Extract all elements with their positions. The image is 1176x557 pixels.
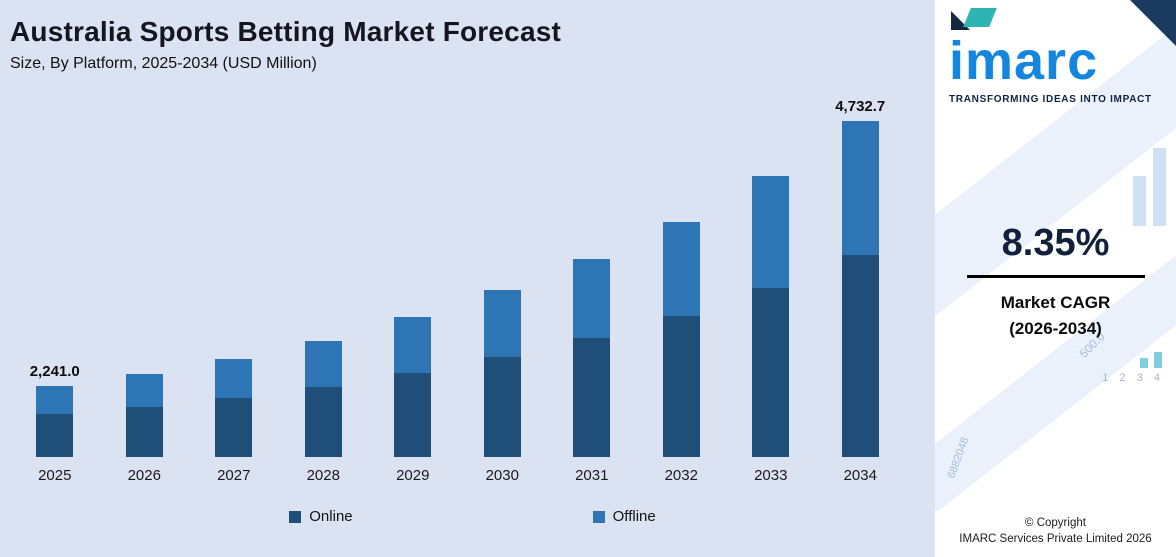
copyright-line1: © Copyright bbox=[1025, 516, 1086, 529]
corner-triangle-icon bbox=[1130, 0, 1176, 46]
bar-group: 4,732.7 bbox=[816, 89, 906, 457]
bar-group bbox=[189, 89, 279, 457]
logo-wordmark: imarc bbox=[949, 31, 1099, 91]
legend-swatch bbox=[289, 510, 302, 523]
cagr-label: Market CAGR bbox=[1000, 293, 1111, 312]
bar-segment-online bbox=[662, 316, 700, 457]
bar-segment-offline bbox=[662, 222, 700, 316]
logo-tagline: TRANSFORMING IDEAS INTO IMPACT bbox=[949, 94, 1152, 105]
bar-group bbox=[547, 89, 637, 457]
chart-title: Australia Sports Betting Market Forecast bbox=[10, 16, 562, 47]
bar-segment-offline bbox=[36, 385, 74, 415]
x-axis-label: 2033 bbox=[754, 467, 788, 484]
legend-item-online: Online bbox=[289, 508, 353, 525]
x-axis-label: 2031 bbox=[575, 467, 609, 484]
bar-segment-online bbox=[215, 398, 253, 457]
x-axis-label: 2027 bbox=[217, 467, 251, 484]
copyright: © Copyright IMARC Services Private Limit… bbox=[935, 515, 1176, 547]
info-panel: 500.0 1 2 3 4 6882048 imarc TRANSFORMING… bbox=[935, 0, 1176, 557]
bar-segment-offline bbox=[841, 121, 879, 256]
legend-swatch bbox=[592, 510, 605, 523]
bar-segment-online bbox=[304, 387, 342, 457]
x-axis-label: 2030 bbox=[485, 467, 519, 484]
bar-segment-offline bbox=[125, 373, 163, 408]
chart-subtitle: Size, By Platform, 2025-2034 (USD Millio… bbox=[10, 55, 317, 72]
bar-segment-offline bbox=[394, 317, 432, 374]
cagr-divider bbox=[966, 275, 1145, 278]
watermark-number: 6882048 bbox=[945, 435, 972, 481]
watermark-tick-icon bbox=[1140, 358, 1148, 368]
x-axis-label: 2025 bbox=[38, 467, 72, 484]
copyright-line2: IMARC Services Private Limited 2026 bbox=[959, 532, 1152, 545]
bar-segment-online bbox=[36, 414, 74, 457]
cagr-value: 8.35% bbox=[1001, 222, 1110, 264]
bar-segment-online bbox=[752, 288, 790, 457]
legend-label: Offline bbox=[612, 508, 656, 525]
bar-segment-offline bbox=[215, 358, 253, 399]
imarc-logo: imarc TRANSFORMING IDEAS INTO IMPACT bbox=[949, 8, 1164, 105]
bar-segment-offline bbox=[752, 175, 790, 289]
bar-group bbox=[279, 89, 369, 457]
x-axis-label: 2026 bbox=[127, 467, 161, 484]
legend: Online Offline bbox=[10, 508, 935, 525]
watermark-tick-icon bbox=[1154, 352, 1162, 368]
chart-panel: Australia Sports Betting Market Forecast… bbox=[0, 0, 935, 557]
bar-group bbox=[458, 89, 548, 457]
bar-data-label: 2,241.0 bbox=[29, 362, 80, 380]
bar-segment-online bbox=[125, 407, 163, 457]
imarc-logo-mark-icon bbox=[949, 8, 1164, 32]
plot-area: 2,241.0 4,732.7 bbox=[10, 89, 905, 457]
bar-segment-offline bbox=[483, 290, 521, 357]
bar-segment-online bbox=[573, 338, 611, 457]
bar-segment-online bbox=[841, 255, 879, 457]
cagr-period: (2026-2034) bbox=[1009, 319, 1102, 339]
x-axis-row: 2025 2026 2027 2028 2029 2030 2031 2032 2033 2034 bbox=[10, 467, 905, 484]
bar-segment-offline bbox=[573, 259, 611, 339]
x-axis-label: 2029 bbox=[396, 467, 430, 484]
x-axis-label: 2032 bbox=[664, 467, 698, 484]
bar-group bbox=[100, 89, 190, 457]
watermark-number: 1 2 3 4 bbox=[1102, 372, 1164, 384]
watermark-bar-icon bbox=[1133, 176, 1146, 226]
bar-segment-online bbox=[483, 356, 521, 457]
bar-data-label: 4,732.7 bbox=[835, 98, 886, 116]
bar-segment-offline bbox=[304, 341, 342, 388]
legend-label: Online bbox=[309, 508, 353, 525]
bar-group bbox=[637, 89, 727, 457]
watermark-bar-icon bbox=[1153, 148, 1166, 226]
bar-group bbox=[368, 89, 458, 457]
bar-group bbox=[726, 89, 816, 457]
bar-group: 2,241.0 bbox=[10, 89, 100, 457]
x-axis-label: 2034 bbox=[843, 467, 877, 484]
bar-segment-online bbox=[394, 373, 432, 457]
cagr-block: 8.35% Market CAGR (2026-2034) bbox=[935, 222, 1176, 343]
legend-item-offline: Offline bbox=[592, 508, 656, 525]
x-axis-label: 2028 bbox=[306, 467, 340, 484]
plot-wrap: 2,241.0 4,732.7 2025 2026 2027 2028 2029 2030 2… bbox=[10, 89, 905, 484]
